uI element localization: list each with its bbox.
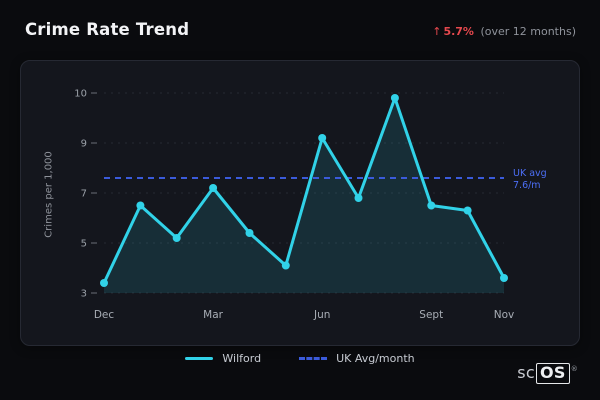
up-arrow-icon: ↑ xyxy=(432,25,442,38)
legend-label: UK Avg/month xyxy=(336,352,415,365)
wilford-line xyxy=(102,96,506,285)
data-point[interactable] xyxy=(427,201,436,210)
data-point[interactable] xyxy=(281,261,290,270)
data-point[interactable] xyxy=(209,184,218,192)
trend-delta: ↑ 5.7% (over 12 months) xyxy=(432,25,576,38)
legend-item-wilford[interactable]: Wilford xyxy=(185,352,261,365)
registered-mark: ® xyxy=(570,364,578,373)
area-fill xyxy=(104,98,504,293)
legend-item-uk-avg[interactable]: UK Avg/month xyxy=(299,352,415,365)
svg-text:Nov: Nov xyxy=(494,309,515,321)
svg-text:9: 9 xyxy=(81,139,87,150)
svg-text:7: 7 xyxy=(81,189,87,200)
logo-prefix: sc xyxy=(517,362,535,382)
data-point[interactable] xyxy=(500,274,508,282)
svg-text:UK avg: UK avg xyxy=(513,168,547,179)
svg-text:10: 10 xyxy=(74,89,87,100)
chart-card: Crimes per 1,000 10 9 7 5 3 Dec Mar Jun Sept Nov U… xyxy=(20,60,580,346)
svg-text:Dec: Dec xyxy=(94,309,115,321)
delta-caption: (over 12 months) xyxy=(480,25,576,38)
page-title: Crime Rate Trend xyxy=(25,20,190,39)
data-point[interactable] xyxy=(172,234,181,242)
data-point[interactable] xyxy=(318,134,327,142)
svg-text:3: 3 xyxy=(81,289,87,300)
svg-text:7.6/m: 7.6/m xyxy=(513,180,541,191)
wilford-line-swatch-icon xyxy=(185,356,214,361)
logo-box: OS xyxy=(535,362,570,384)
data-point[interactable] xyxy=(463,206,472,215)
chart-legend: Wilford UK Avg/month xyxy=(0,352,600,365)
data-point[interactable] xyxy=(136,201,145,210)
data-point[interactable] xyxy=(390,94,399,102)
crime-rate-chart[interactable]: 10 9 7 5 3 Dec Mar Jun Sept Nov UK avg 7.6/m xyxy=(49,75,569,330)
data-point[interactable] xyxy=(354,194,363,202)
legend-label: Wilford xyxy=(222,352,262,365)
delta-value: 5.7% xyxy=(443,25,474,38)
svg-text:5: 5 xyxy=(81,239,87,250)
uk-avg-dashed-swatch-icon xyxy=(299,357,328,360)
scos-logo: sc OS ® xyxy=(517,362,578,384)
data-point[interactable] xyxy=(100,279,108,287)
data-point[interactable] xyxy=(245,229,254,237)
svg-text:Mar: Mar xyxy=(203,309,223,321)
svg-text:Jun: Jun xyxy=(313,309,330,321)
svg-text:Sept: Sept xyxy=(419,309,443,321)
